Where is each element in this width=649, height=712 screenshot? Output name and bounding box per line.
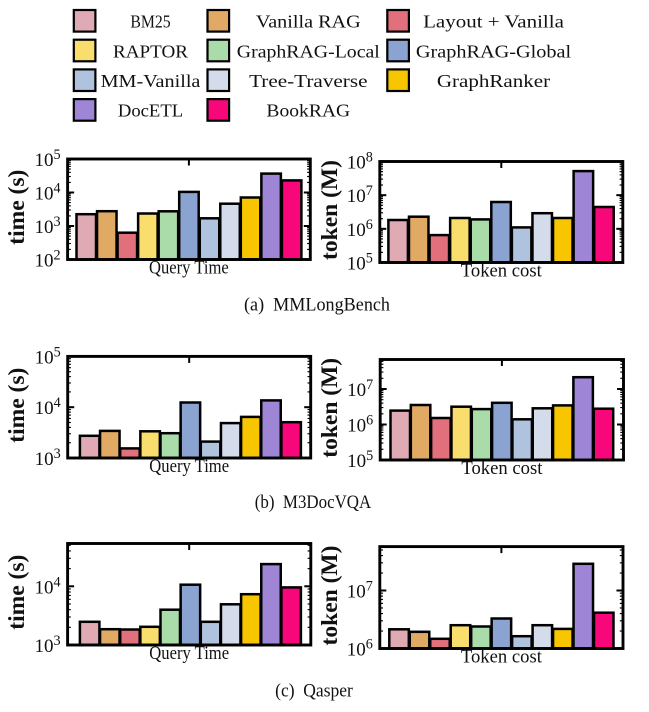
svg-text:Tree-Traverse: Tree-Traverse — [249, 71, 367, 91]
svg-text:Token cost: Token cost — [461, 458, 543, 479]
svg-text:Query Time: Query Time — [149, 643, 229, 664]
svg-text:time (s): time (s) — [4, 368, 30, 443]
svg-text:RAPTOR: RAPTOR — [113, 41, 188, 61]
svg-text:time (s): time (s) — [4, 170, 30, 245]
svg-text:Token cost: Token cost — [461, 261, 543, 282]
svg-text:BookRAG: BookRAG — [266, 101, 350, 121]
svg-text:token (M): token (M) — [317, 160, 343, 260]
svg-text:BM25: BM25 — [130, 12, 170, 32]
svg-text:GraphRanker: GraphRanker — [437, 71, 550, 91]
svg-text:(a) MMLongBench: (a) MMLongBench — [244, 296, 390, 316]
svg-text:105: 105 — [347, 448, 373, 472]
svg-text:Query Time: Query Time — [149, 456, 229, 477]
svg-text:token (M): token (M) — [317, 546, 343, 646]
svg-text:Query Time: Query Time — [149, 258, 229, 279]
svg-text:time (s): time (s) — [4, 555, 30, 630]
svg-text:MM-Vanilla: MM-Vanilla — [101, 71, 201, 91]
svg-text:GraphRAG-Local: GraphRAG-Local — [237, 41, 380, 61]
svg-text:token (M): token (M) — [317, 358, 343, 458]
svg-text:GraphRAG-Global: GraphRAG-Global — [416, 41, 571, 61]
svg-text:Layout + Vanilla: Layout + Vanilla — [423, 12, 564, 32]
svg-text:(b) M3DocVQA: (b) M3DocVQA — [255, 493, 372, 513]
svg-text:Vanilla RAG: Vanilla RAG — [256, 12, 361, 32]
svg-text:Token cost: Token cost — [461, 647, 543, 668]
svg-text:(c) Qasper: (c) Qasper — [275, 682, 353, 702]
svg-text:DocETL: DocETL — [118, 101, 183, 121]
